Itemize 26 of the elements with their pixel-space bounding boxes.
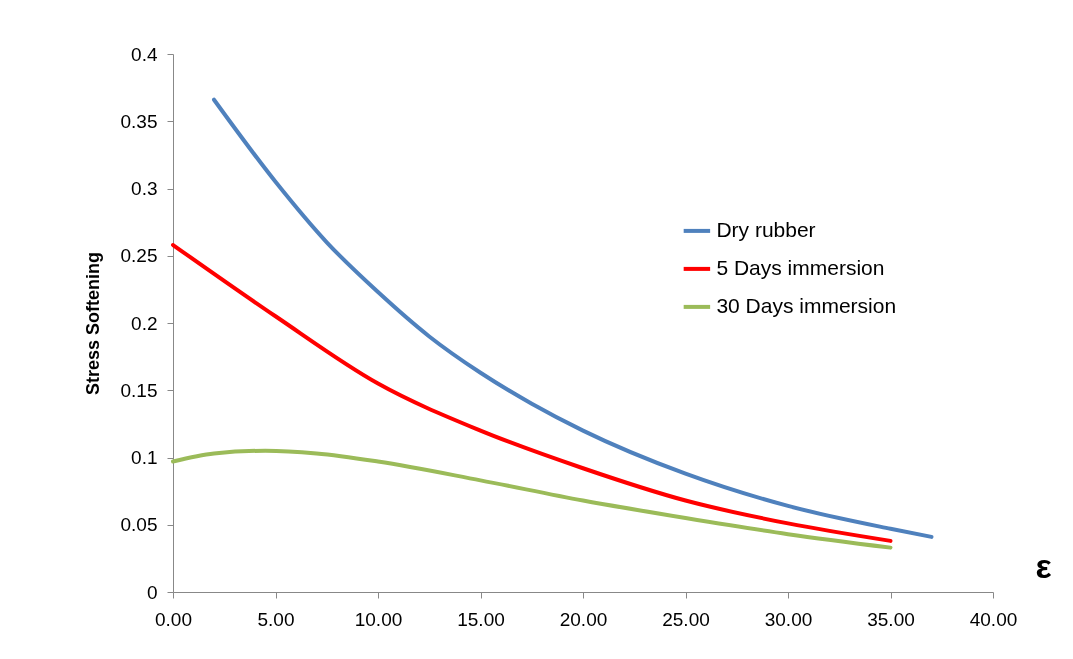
y-tick-label: 0.35 bbox=[120, 110, 158, 132]
y-tick-label: 0.05 bbox=[120, 514, 158, 536]
x-axis-title: ε bbox=[1035, 546, 1052, 585]
legend-label: Dry rubber bbox=[716, 217, 816, 241]
y-tick-label: 0.3 bbox=[131, 178, 158, 199]
y-tick-label: 0.1 bbox=[131, 447, 158, 468]
x-tick-label: 35.00 bbox=[867, 608, 915, 630]
y-tick-label: 0.2 bbox=[131, 312, 158, 334]
x-tick-label: 30.00 bbox=[764, 608, 813, 630]
y-tick-label: 0.25 bbox=[120, 245, 158, 267]
y-tick-label: 0 bbox=[146, 581, 158, 603]
x-tick-label: 5.00 bbox=[257, 608, 295, 630]
x-tick-label: 10.00 bbox=[354, 608, 403, 630]
y-tick-label: 0.15 bbox=[120, 379, 158, 401]
legend-label: 5 Days immersion bbox=[716, 255, 885, 279]
y-tick-label: 0.4 bbox=[131, 43, 158, 65]
y-axis-title: Stress Softening bbox=[82, 251, 103, 396]
x-tick-label: 40.00 bbox=[969, 608, 1018, 630]
x-tick-label: 20.00 bbox=[559, 608, 608, 630]
x-tick-label: 15.00 bbox=[457, 608, 505, 630]
legend-label: 30 Days immersion bbox=[716, 293, 897, 317]
line-series bbox=[171, 242, 893, 543]
x-tick-label: 25.00 bbox=[662, 608, 710, 630]
line-series bbox=[212, 97, 934, 539]
x-tick-label: 0.00 bbox=[155, 608, 192, 630]
line-series bbox=[171, 448, 893, 550]
